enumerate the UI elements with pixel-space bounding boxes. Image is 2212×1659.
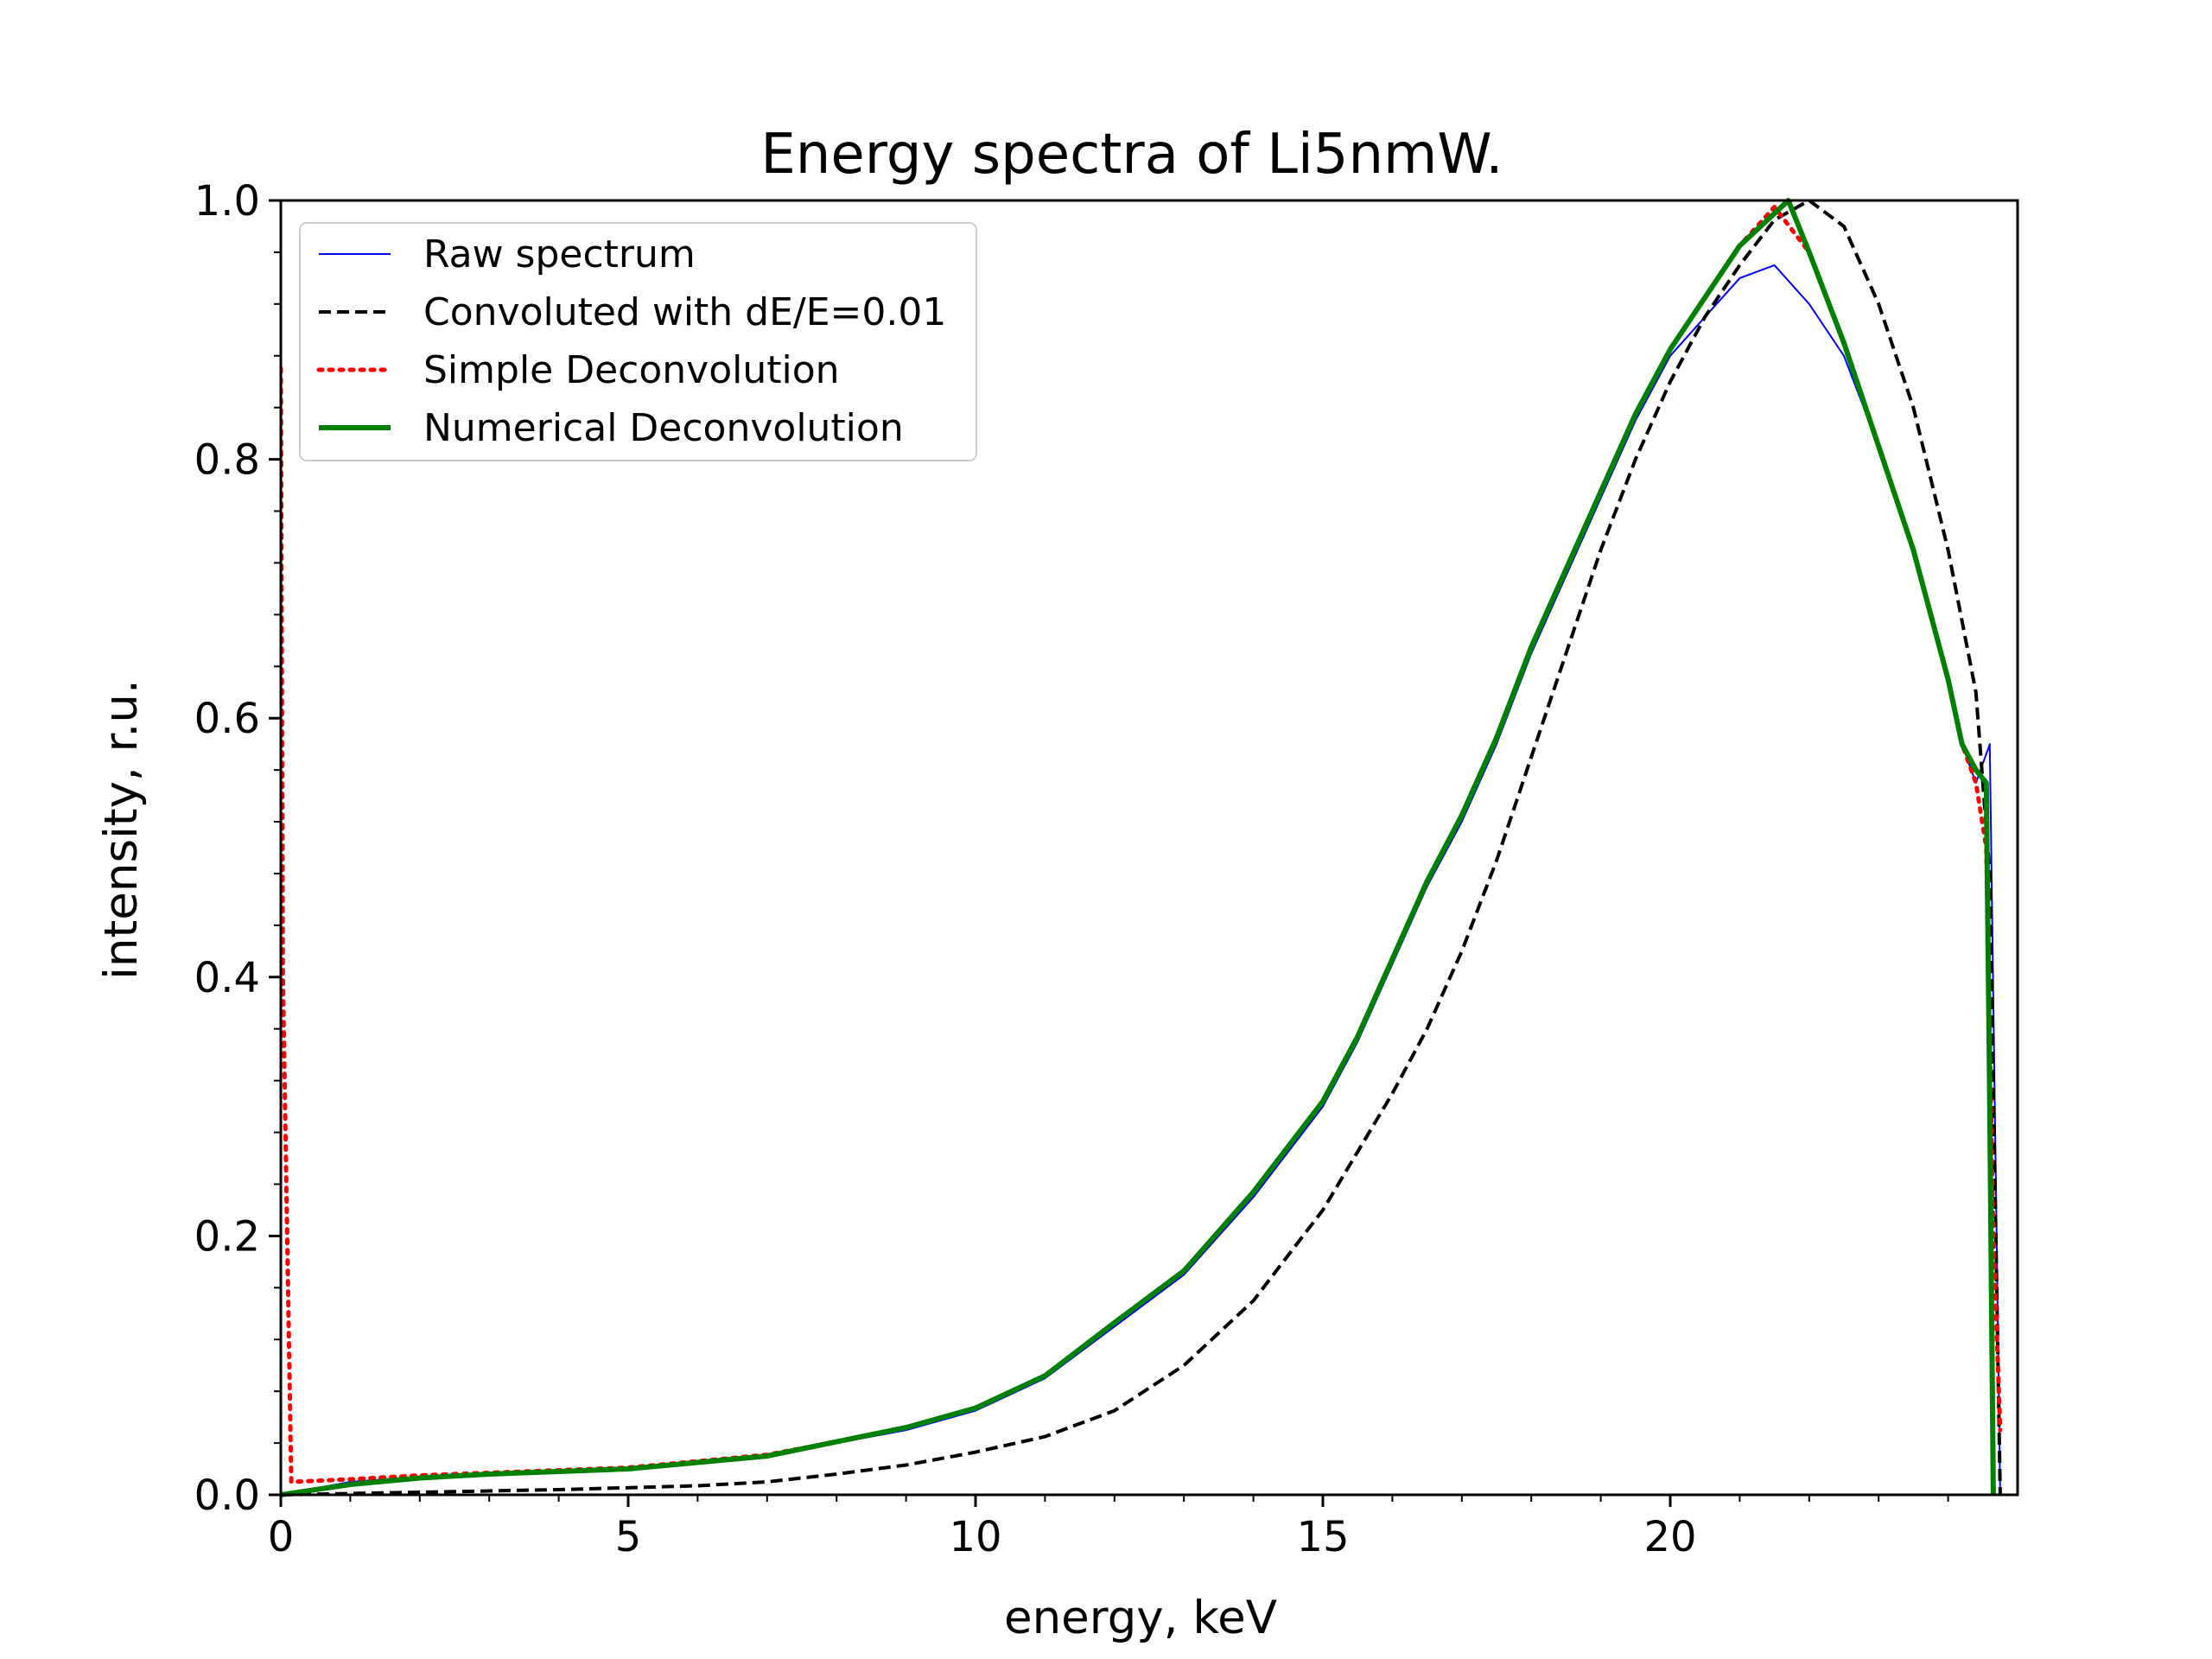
y-tick-label: 0.4 bbox=[194, 954, 260, 1002]
x-axis-label: energy, keV bbox=[1004, 1592, 1277, 1644]
y-axis-label: intensity, r.u. bbox=[95, 679, 148, 980]
y-tick-label: 0.2 bbox=[194, 1212, 260, 1261]
y-tick-label: 1.0 bbox=[194, 177, 260, 226]
x-tick-label: 5 bbox=[615, 1513, 642, 1561]
x-tick-label: 15 bbox=[1296, 1513, 1349, 1561]
y-axis: 0.0 0.2 0.4 0.6 0.8 1.0 bbox=[194, 177, 281, 1520]
legend-label-0: Raw spectrum bbox=[423, 232, 696, 276]
legend: Raw spectrum Convoluted with dE/E=0.01 Sim… bbox=[299, 222, 977, 461]
legend-label-3: Numerical Deconvolution bbox=[423, 406, 904, 450]
x-tick-label: 20 bbox=[1643, 1513, 1696, 1561]
y-tick-label: 0.6 bbox=[194, 695, 260, 743]
x-axis: 0 5 10 15 20 bbox=[268, 1495, 1949, 1561]
legend-label-1: Convoluted with dE/E=0.01 bbox=[423, 290, 946, 334]
series-line-3 bbox=[281, 198, 1996, 1497]
y-tick-label: 0.0 bbox=[194, 1471, 260, 1520]
series-layer bbox=[281, 198, 2003, 1497]
y-tick-label: 0.8 bbox=[194, 436, 260, 485]
x-tick-label: 10 bbox=[949, 1513, 1001, 1561]
chart-title: Energy spectra of Li5nmW. bbox=[760, 123, 1503, 187]
legend-box bbox=[299, 222, 977, 461]
plot-frame bbox=[279, 199, 2019, 1497]
x-tick-label: 0 bbox=[268, 1513, 295, 1561]
legend-label-2: Simple Deconvolution bbox=[423, 348, 840, 392]
series-line-1 bbox=[281, 199, 2002, 1497]
